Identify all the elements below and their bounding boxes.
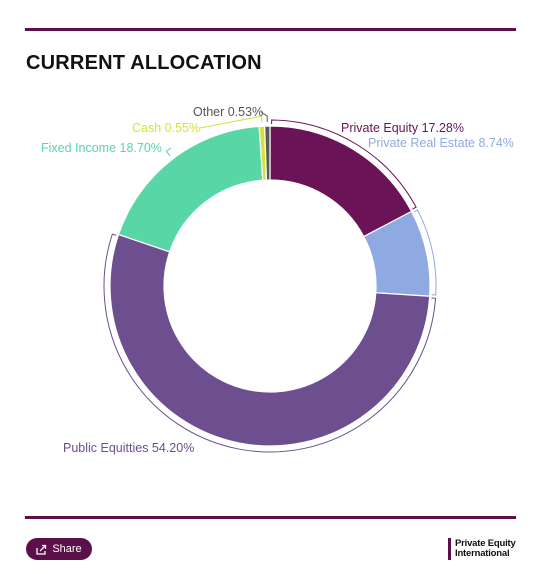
share-label: Share [52, 543, 82, 555]
slice-other[interactable] [264, 125, 271, 181]
label-fixed-income: Fixed Income 18.70% [41, 141, 162, 155]
label-private-equity: Private Equity 17.28% [341, 121, 464, 135]
leader-other [260, 111, 268, 123]
label-cash: Cash 0.55% [132, 121, 200, 135]
leader-private-equity [271, 119, 417, 210]
share-button[interactable]: Share [26, 538, 92, 560]
slice-public-equitties[interactable] [109, 233, 431, 447]
share-icon [36, 544, 47, 555]
leader-fixed-income [165, 147, 172, 157]
label-other: Other 0.53% [193, 105, 263, 119]
donut-chart: Private Equity 17.28%Private Real Estate… [41, 105, 514, 455]
label-public-equitties: Public Equitties 54.20% [63, 441, 194, 455]
brand-logo-line2: International [455, 548, 510, 559]
label-private-real-estate: Private Real Estate 8.74% [368, 136, 514, 150]
leader-public-equitties [103, 233, 437, 453]
chart-title: CURRENT ALLOCATION [26, 52, 262, 74]
leader-cash [199, 115, 263, 129]
leader-private-real-estate [413, 209, 437, 296]
top-rule [25, 28, 516, 31]
bottom-rule [25, 516, 516, 519]
brand-logo[interactable]: Private Equity International [448, 538, 516, 560]
brand-logo-line1: Private Equity [455, 538, 516, 549]
